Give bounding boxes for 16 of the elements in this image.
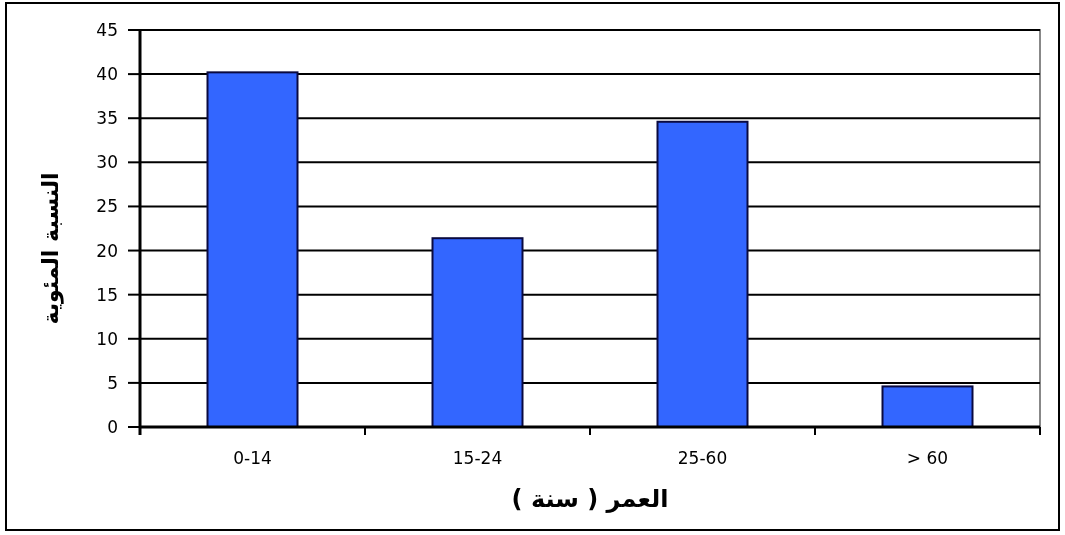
x-tick-label: > 60 [906,448,949,468]
y-axis-title: النسبة المئوية [38,172,64,325]
x-tick-label: 15-24 [452,448,503,468]
y-tick-label: 30 [96,152,118,173]
x-axis-title: العمر ( سنة ) [511,485,669,513]
y-tick-label: 45 [96,20,118,40]
y-tick-label: 5 [107,372,118,393]
y-tick-label: 35 [96,108,118,129]
x-tick-label: 25-60 [677,448,728,468]
x-tick-label: 0-14 [233,448,272,468]
y-tick-label: 25 [96,196,118,217]
y-tick-label: 20 [96,240,118,261]
y-tick-label: 0 [107,417,118,437]
y-tick-label: 40 [96,64,118,85]
y-tick-label: 10 [96,328,118,349]
y-tick-label: 15 [96,284,118,305]
